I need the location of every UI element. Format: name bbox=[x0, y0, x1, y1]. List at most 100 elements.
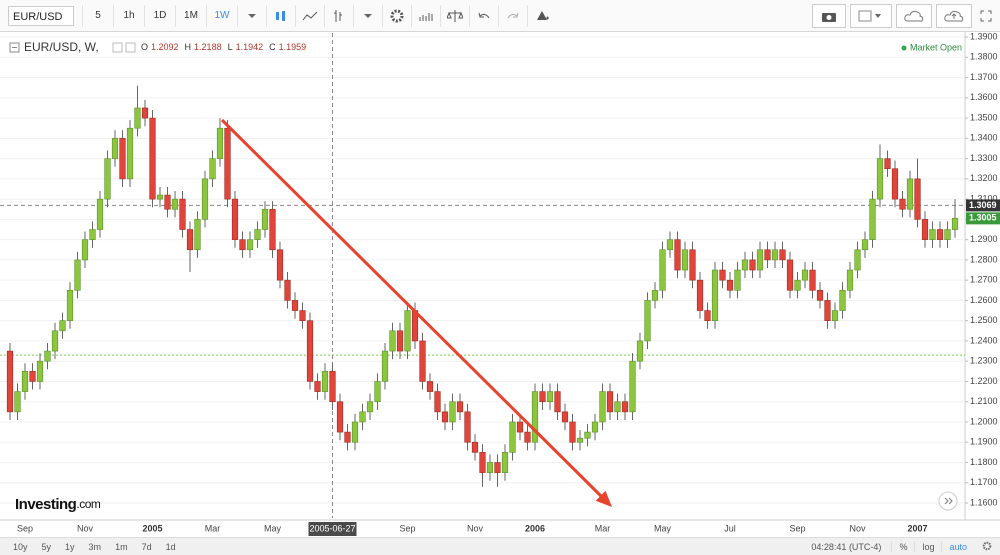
status-dot bbox=[901, 45, 907, 51]
candle-body bbox=[201, 178, 209, 220]
range-button[interactable]: 10y bbox=[13, 541, 28, 552]
header-button[interactable] bbox=[125, 42, 136, 53]
logo: Investing.com bbox=[15, 496, 101, 513]
icon bbox=[980, 10, 992, 21]
bar-type[interactable] bbox=[324, 4, 353, 27]
range-button[interactable]: 1d bbox=[165, 541, 176, 552]
compare[interactable] bbox=[440, 4, 469, 27]
quote: O 1.2092 H 1.2188 L 1.1942 C 1.1959 bbox=[141, 42, 306, 52]
candle-body bbox=[141, 107, 149, 119]
footer-settings[interactable] bbox=[974, 541, 1000, 553]
quote-label: C bbox=[269, 42, 276, 52]
candle-body bbox=[51, 330, 59, 352]
settings[interactable] bbox=[382, 4, 411, 27]
undo[interactable] bbox=[469, 4, 498, 27]
y-tick-label: 1.1800 bbox=[970, 457, 998, 467]
scroll-button[interactable] bbox=[938, 491, 958, 511]
crosshair-price-box bbox=[966, 199, 1000, 212]
candle-body bbox=[554, 391, 561, 413]
candle-body bbox=[666, 239, 674, 251]
range-button[interactable]: 5y bbox=[41, 541, 52, 552]
y-tick-label: 1.3200 bbox=[970, 173, 998, 183]
y-tick-label: 1.2400 bbox=[970, 335, 998, 345]
y-tick-label: 1.3800 bbox=[970, 52, 998, 62]
candle-body bbox=[396, 330, 404, 352]
interval-button[interactable]: 1M bbox=[175, 4, 206, 27]
x-tick-label: Sep bbox=[17, 523, 33, 533]
candle-body bbox=[899, 198, 906, 210]
last-price-label: 1.3005 bbox=[969, 213, 997, 223]
scale-option[interactable]: log bbox=[914, 541, 941, 552]
save[interactable] bbox=[936, 3, 972, 28]
fullscreen[interactable] bbox=[972, 5, 1000, 27]
candle-body bbox=[659, 249, 666, 291]
snapshot[interactable] bbox=[812, 3, 846, 28]
candle-body bbox=[786, 259, 794, 291]
candle-body bbox=[584, 431, 591, 439]
crosshair-date-box bbox=[308, 522, 357, 536]
y-tick-label: 1.2300 bbox=[970, 356, 998, 366]
load[interactable] bbox=[896, 3, 932, 28]
candle-body bbox=[381, 350, 389, 382]
alert[interactable] bbox=[527, 4, 556, 27]
candle-body bbox=[921, 219, 929, 240]
candle-body bbox=[636, 340, 644, 362]
scroll-icon bbox=[944, 497, 953, 505]
layout-menu[interactable] bbox=[850, 3, 892, 28]
candle-body bbox=[569, 421, 576, 443]
scale-option[interactable]: % bbox=[891, 541, 914, 552]
redo[interactable] bbox=[498, 4, 527, 27]
symbol-input[interactable]: EUR/USD bbox=[8, 5, 74, 26]
interval-button[interactable]: 1D bbox=[144, 4, 175, 27]
candle-body bbox=[936, 229, 944, 240]
candle-body bbox=[231, 198, 239, 240]
x-tick-label: Sep bbox=[399, 523, 415, 533]
icon bbox=[478, 12, 490, 18]
candle-body bbox=[156, 194, 164, 200]
collapse-box[interactable] bbox=[9, 42, 20, 53]
icon bbox=[302, 11, 318, 20]
x-tick-label: Nov bbox=[849, 523, 866, 533]
interval-button[interactable]: 1h bbox=[113, 4, 144, 27]
candle-body bbox=[501, 452, 509, 473]
y-tick-label: 1.1700 bbox=[970, 477, 998, 487]
header-button[interactable] bbox=[112, 42, 123, 53]
candle-body bbox=[284, 279, 291, 301]
line-type[interactable] bbox=[295, 4, 324, 27]
candle-body bbox=[906, 178, 914, 210]
range-button[interactable]: 1y bbox=[65, 541, 75, 552]
candle-body bbox=[839, 289, 846, 311]
range-button[interactable]: 3m bbox=[88, 541, 102, 552]
caret bbox=[364, 13, 372, 18]
candle-body bbox=[494, 462, 501, 473]
interval-menu[interactable] bbox=[237, 4, 266, 27]
candle-body bbox=[876, 158, 884, 200]
x-tick-label: 2005 bbox=[142, 523, 162, 533]
candle-type[interactable] bbox=[266, 4, 295, 27]
header: EUR/USD, W, O 1.2092 H 1.2188 L 1.1942 C 1.1959… bbox=[9, 40, 962, 54]
y-tick-label: 1.3900 bbox=[970, 32, 998, 41]
candle-body bbox=[614, 401, 621, 413]
candle-body bbox=[269, 208, 276, 251]
y-tick-label: 1.2200 bbox=[970, 376, 998, 386]
candle-body bbox=[441, 411, 449, 423]
quote-label: O bbox=[141, 42, 148, 52]
y-tick-label: 1.3700 bbox=[970, 72, 998, 82]
indicators[interactable] bbox=[411, 4, 440, 27]
x-tick-label: Nov bbox=[77, 523, 94, 533]
range-button[interactable]: 7d bbox=[141, 541, 152, 552]
interval-button[interactable]: 5 bbox=[82, 4, 113, 27]
axes: 1.1600 1.1700 1.1800 1.1900 1.2000 1.2100 1.22… bbox=[17, 32, 1000, 536]
range-button[interactable]: 1m bbox=[115, 541, 128, 552]
interval-button[interactable]: 1W bbox=[206, 4, 237, 27]
candle-body bbox=[591, 421, 599, 433]
candle-body bbox=[914, 178, 921, 220]
candle-body bbox=[681, 249, 689, 271]
icon bbox=[334, 9, 342, 22]
crosshair-price-label: 1.3069 bbox=[969, 200, 997, 210]
candle-body bbox=[216, 127, 224, 159]
type-menu[interactable] bbox=[353, 4, 382, 27]
candle-body bbox=[164, 194, 171, 210]
scale-option[interactable]: auto bbox=[941, 541, 974, 552]
